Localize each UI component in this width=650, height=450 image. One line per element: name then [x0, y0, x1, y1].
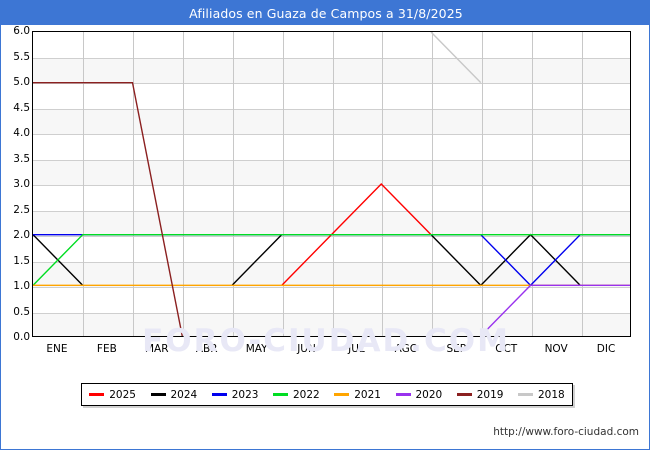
series-line-2020: [481, 285, 630, 336]
plot-band: [33, 108, 630, 134]
plot-band: [33, 261, 630, 287]
legend-item-2024[interactable]: 2024: [143, 389, 204, 401]
legend-item-label: 2021: [354, 388, 381, 401]
gridline-horizontal: [33, 159, 630, 161]
x-axis-tick-label: DIC: [596, 343, 616, 355]
y-axis-tick-label: 1.0: [13, 280, 30, 292]
y-axis: 0.0 0.5 1.0 1.5 2.0 2.5 3.0 3.5 4.0 4.5 5.0 5.5 6.0: [1, 1, 30, 361]
gridline-vertical: [482, 32, 483, 336]
legend-item-2020[interactable]: 2020: [388, 389, 449, 401]
legend-item-label: 2019: [476, 388, 504, 401]
plot-band: [33, 312, 630, 336]
gridline-vertical: [432, 32, 433, 336]
y-axis-tick-label: 2.5: [13, 203, 30, 216]
legend-item-2018[interactable]: 2018: [511, 389, 572, 401]
y-axis-tick-label: 2.0: [13, 229, 30, 241]
legend-color-swatch: [518, 393, 533, 396]
gridline-vertical: [382, 32, 383, 336]
y-axis-tick-label: 4.0: [13, 127, 30, 139]
source-url: http://www.foro-ciudad.com: [493, 426, 639, 438]
window-title-bar: Afiliados en Guaza de Campos a 31/8/2025: [1, 1, 649, 25]
series-line-2019: [33, 83, 182, 336]
series-line-2022: [33, 235, 630, 286]
legend-item-label: 2022: [293, 388, 320, 401]
legend-item-2023[interactable]: 2023: [205, 389, 266, 401]
legend-color-swatch: [456, 393, 472, 396]
gridline-horizontal: [33, 210, 630, 212]
gridline-vertical: [333, 32, 334, 336]
gridline-horizontal: [33, 236, 630, 237]
legend-item-2022[interactable]: 2022: [266, 389, 327, 401]
gridline-vertical: [133, 32, 134, 336]
plot-band: [33, 210, 630, 236]
gridline-vertical: [582, 32, 583, 336]
legend-item-label: 2018: [538, 388, 565, 401]
y-axis-tick-label: 3.0: [13, 178, 30, 190]
legend-item-label: 2020: [415, 388, 443, 401]
legend-color-swatch: [150, 393, 166, 396]
legend-color-swatch: [395, 393, 411, 396]
legend-item-label: 2023: [231, 388, 259, 401]
y-axis-tick-label: 5.0: [13, 76, 30, 88]
gridline-horizontal: [33, 261, 630, 263]
legend-item-2021[interactable]: 2021: [327, 389, 388, 401]
gridline-horizontal: [33, 185, 630, 186]
series-lines: [33, 32, 630, 336]
plot-area: [32, 31, 631, 337]
gridline-vertical: [83, 32, 84, 336]
y-axis-tick-label: 0.5: [13, 305, 30, 318]
x-axis-tick-label: OCT: [495, 343, 518, 355]
series-line-2018: [431, 32, 481, 83]
plot-band: [33, 57, 630, 83]
x-axis-tick-label: NOV: [544, 343, 568, 355]
y-axis-tick-label: 1.5: [13, 254, 30, 267]
legend-item-2019[interactable]: 2019: [450, 389, 511, 401]
series-line-2023: [33, 235, 630, 286]
gridline-vertical: [233, 32, 234, 336]
gridline-vertical: [183, 32, 184, 336]
gridline-horizontal: [33, 312, 630, 314]
legend-item-2025[interactable]: 2025: [82, 389, 143, 401]
x-axis-tick-label: SEP: [446, 343, 467, 355]
x-axis-tick-label: JUL: [348, 343, 365, 355]
gridline-horizontal: [33, 134, 630, 135]
legend-color-swatch: [334, 393, 350, 396]
series-line-2024: [232, 235, 282, 286]
legend-color-swatch: [273, 393, 288, 396]
page-title: Afiliados en Guaza de Campos a 31/8/2025: [189, 5, 463, 21]
y-axis-tick-label: 0.0: [13, 331, 30, 343]
y-axis-tick-label: 6.0: [13, 25, 30, 37]
chart-legend: 2025 2024 2023 2022 2021 2020 2019 2018: [81, 383, 573, 406]
gridline-vertical: [532, 32, 533, 336]
y-axis-tick-label: 5.5: [13, 50, 30, 63]
x-axis-tick-label: JUN: [297, 343, 316, 355]
gridline-vertical: [283, 32, 284, 336]
gridline-horizontal: [33, 83, 630, 84]
legend-item-label: 2025: [109, 388, 136, 401]
legend-color-swatch: [211, 393, 227, 396]
plot-band: [33, 159, 630, 185]
legend-color-swatch: [89, 393, 105, 396]
gridline-horizontal: [33, 287, 630, 288]
x-axis-tick-label: ABR: [195, 343, 218, 355]
x-axis-tick-label: ENE: [46, 343, 68, 355]
x-axis-tick-label: MAR: [145, 343, 169, 355]
gridline-horizontal: [33, 108, 630, 110]
y-axis-tick-label: 4.5: [13, 101, 30, 114]
gridline-horizontal: [33, 57, 630, 59]
x-axis-tick-label: AGO: [394, 343, 419, 355]
y-axis-tick-label: 3.5: [13, 152, 30, 165]
series-line-2025: [282, 184, 431, 285]
x-axis-tick-label: FEB: [96, 343, 117, 355]
legend-item-label: 2024: [170, 388, 198, 401]
x-axis-tick-label: MAY: [245, 343, 268, 355]
